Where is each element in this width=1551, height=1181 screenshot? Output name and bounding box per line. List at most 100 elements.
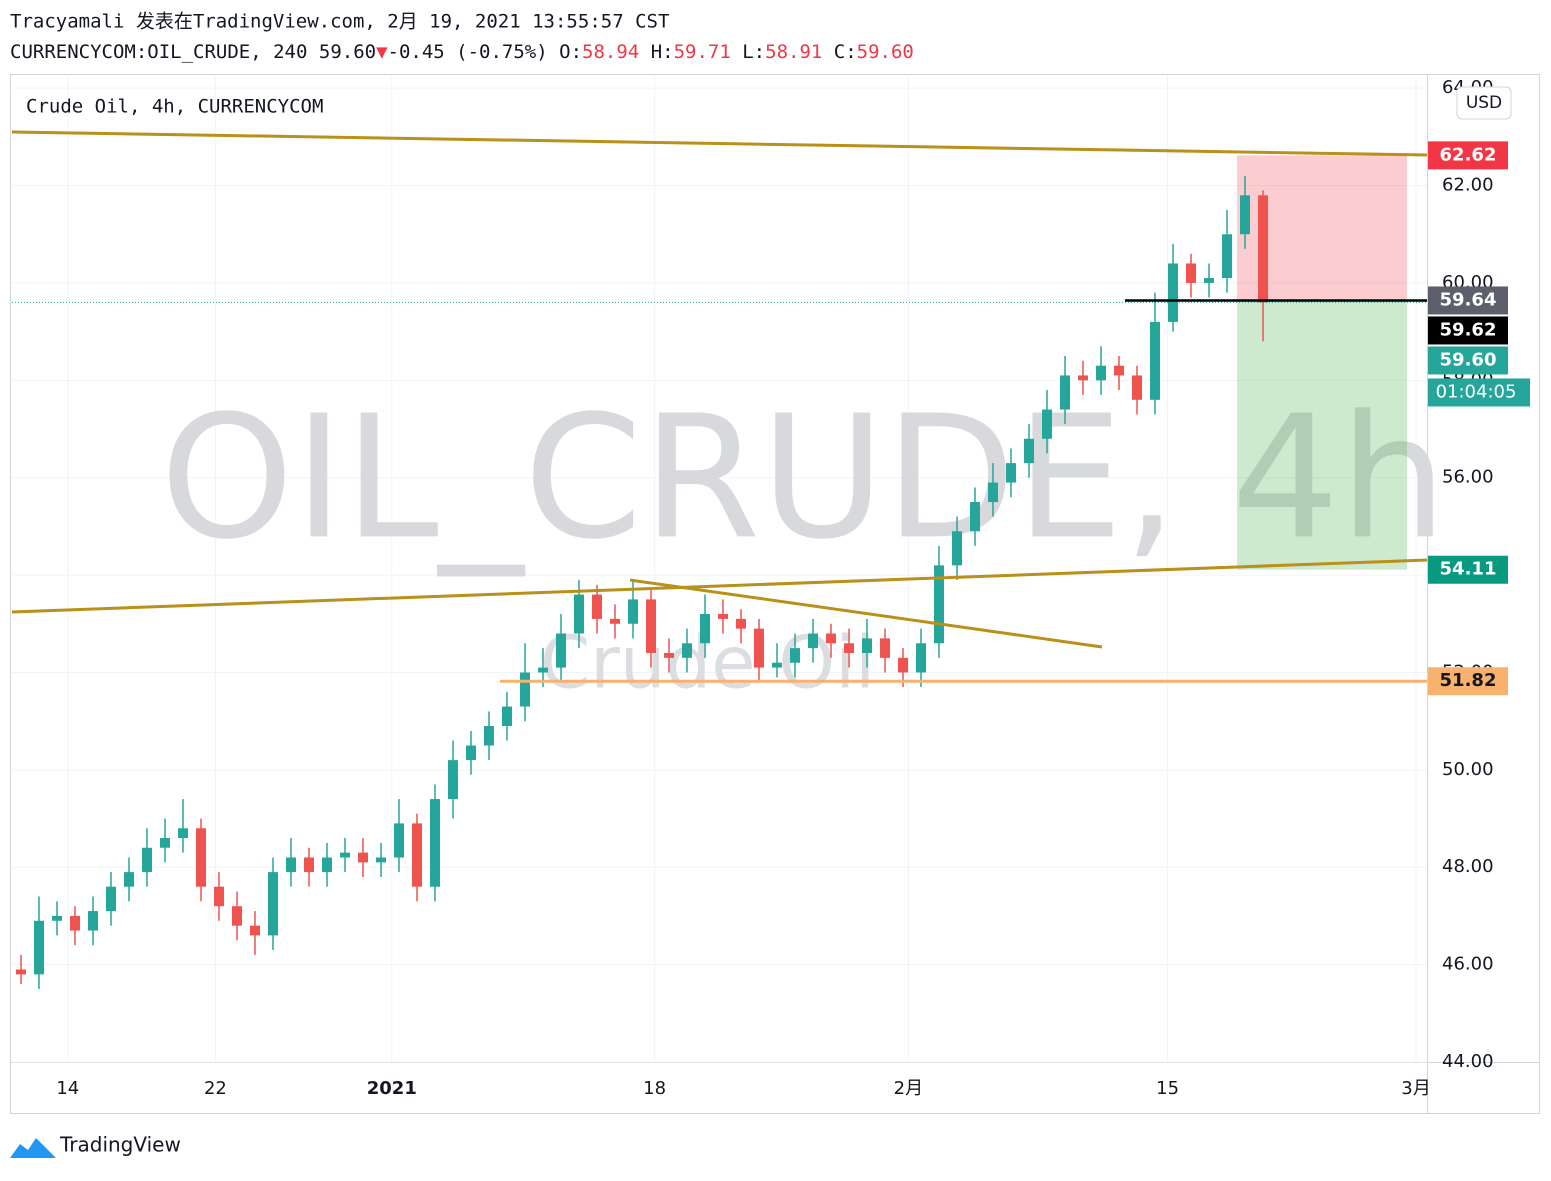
candle-body — [682, 643, 693, 658]
brand-logo — [10, 1138, 56, 1158]
candle-body — [898, 657, 909, 673]
candle-body — [304, 857, 315, 873]
candle-body — [664, 652, 675, 658]
candle-body — [808, 633, 819, 649]
candle-body — [952, 531, 963, 566]
close: 59.60 — [857, 41, 914, 63]
candle-body — [826, 633, 837, 644]
candle-body — [862, 638, 873, 653]
change: -0.45 (-0.75%) — [388, 41, 548, 63]
down-arrow: ▼ — [376, 41, 388, 63]
candle-body — [358, 852, 369, 863]
candle-body — [484, 726, 495, 746]
candle-body — [142, 847, 153, 873]
x-tick-label: 14 — [56, 1078, 79, 1099]
price-label-box — [1428, 141, 1508, 170]
candle-body — [160, 838, 171, 848]
legend: Crude Oil, 4h, CURRENCYCOM — [26, 96, 323, 118]
candle-body — [268, 872, 279, 936]
y-tick-label: 62.00 — [1442, 175, 1494, 196]
candle-body — [556, 633, 567, 668]
candle-body — [1150, 321, 1161, 400]
y-tick-label: 46.00 — [1442, 954, 1494, 975]
chart-frame — [10, 74, 1540, 1114]
candle-body — [772, 662, 783, 668]
candle-body — [196, 828, 207, 887]
candle-body — [700, 614, 711, 644]
y-tick-label: 44.00 — [1442, 1051, 1494, 1072]
candle-body — [52, 915, 63, 921]
candle-body — [286, 857, 297, 873]
candle-body — [214, 886, 225, 907]
candle-body — [1222, 234, 1233, 279]
trend-line — [629, 578, 1103, 649]
price-label: 54.11 — [1440, 559, 1497, 580]
candle-body — [880, 638, 891, 658]
candle-body — [1114, 365, 1125, 376]
y-tick-label: 56.00 — [1442, 467, 1494, 488]
price-label-box — [1428, 316, 1508, 345]
candle-body — [574, 594, 585, 634]
candle-body — [934, 565, 945, 644]
candle-body — [1096, 365, 1107, 381]
price-label: 51.82 — [1440, 670, 1497, 691]
candle-body — [250, 925, 261, 936]
currency-button[interactable] — [1456, 86, 1512, 120]
candle-body — [88, 911, 99, 931]
l-label: L: — [742, 41, 765, 63]
candle-body — [34, 920, 45, 975]
candle-body — [1006, 463, 1017, 483]
candle-body — [412, 823, 423, 887]
candle-body — [178, 828, 189, 839]
candle-body — [70, 915, 81, 931]
trend-line — [11, 130, 1428, 157]
x-tick-label: 2月 — [894, 1078, 923, 1099]
candle-body — [1186, 263, 1197, 283]
x-tick-label: 2021 — [367, 1078, 417, 1099]
candle-body — [466, 745, 477, 761]
candle-body — [520, 672, 531, 707]
open: 58.94 — [582, 41, 639, 63]
candle-body — [394, 823, 405, 858]
candle-body — [736, 618, 747, 629]
o-label: O: — [559, 41, 582, 63]
candle-body — [718, 614, 729, 619]
candle-body — [970, 502, 981, 532]
price-label: 59.60 — [1440, 349, 1497, 370]
last-price: 59.60 — [319, 41, 376, 63]
candle-body — [1204, 278, 1215, 283]
candle-body — [1258, 195, 1269, 303]
price-label-box — [1428, 346, 1508, 375]
candle-body — [1060, 375, 1071, 410]
price-label-box — [1428, 667, 1508, 696]
candle-body — [106, 886, 117, 912]
price-label-box — [1428, 555, 1508, 584]
candle-body — [376, 857, 387, 863]
candle-body — [610, 618, 621, 624]
x-tick-label: 15 — [1156, 1078, 1179, 1099]
c-label: C: — [834, 41, 857, 63]
candle-body — [124, 872, 135, 887]
symbol-line: CURRENCYCOM:OIL_CRUDE, 240 59.60▼-0.45 (… — [10, 41, 914, 63]
candle-body — [1132, 375, 1143, 400]
candle-body — [844, 643, 855, 653]
candle-body — [1042, 409, 1053, 439]
watermark: OIL_CRUDE, 4h — [160, 379, 1447, 577]
candle-body — [628, 599, 639, 624]
y-tick-label: 48.00 — [1442, 856, 1494, 877]
candle-body — [1024, 438, 1035, 464]
candle-body — [592, 594, 603, 619]
brand: TradingView — [59, 1133, 181, 1157]
currency[interactable]: USD — [1466, 93, 1502, 113]
candle-body — [232, 906, 243, 926]
countdown-box — [1428, 378, 1530, 407]
candle-body — [916, 643, 927, 673]
x-tick-label: 3月 — [1401, 1078, 1430, 1099]
candle-body — [430, 799, 441, 887]
low: 58.91 — [765, 41, 822, 63]
candle-body — [322, 857, 333, 873]
candle-body — [988, 482, 999, 503]
y-tick-label: 50.00 — [1442, 759, 1494, 780]
author-line: Tracyamali 发表在TradingView.com, 2月 19, 20… — [10, 11, 669, 33]
